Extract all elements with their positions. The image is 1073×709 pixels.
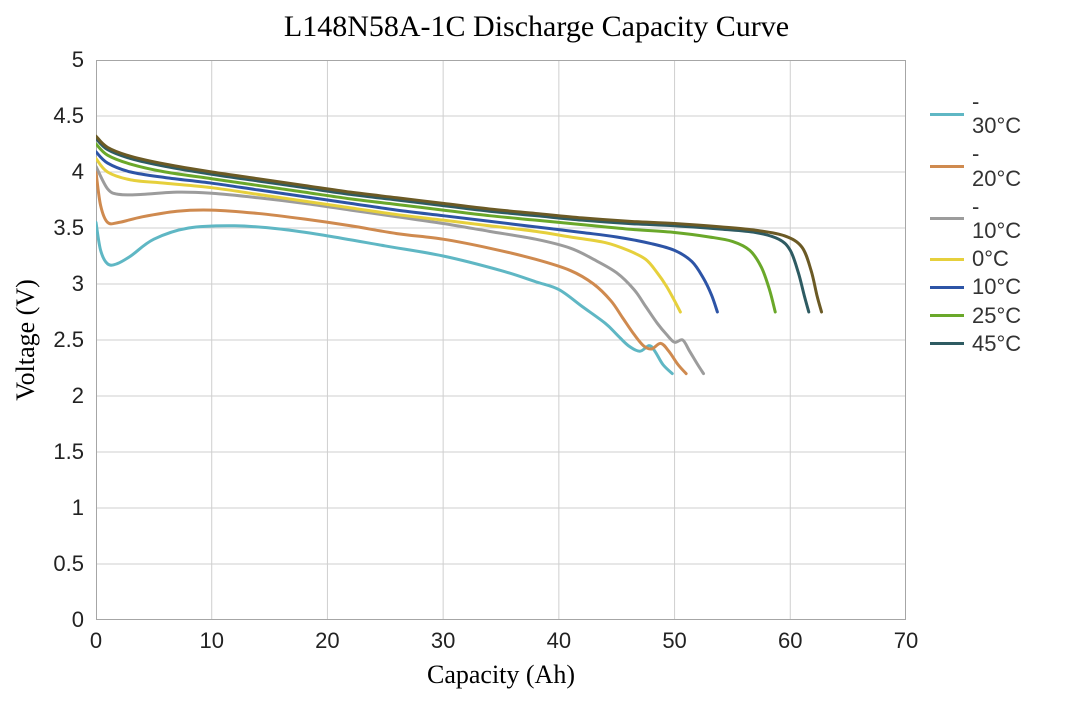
legend-swatch (930, 258, 964, 261)
legend-swatch (930, 286, 964, 289)
y-tick-label: 2 (72, 383, 84, 409)
plot-svg (96, 60, 906, 620)
x-tick-label: 60 (778, 628, 802, 654)
legend-swatch (930, 314, 964, 317)
legend-entry: 0°C (930, 247, 1021, 271)
y-tick-label: 3 (72, 271, 84, 297)
y-tick-label: 4 (72, 159, 84, 185)
x-tick-label: 20 (315, 628, 339, 654)
legend-swatch (930, 342, 964, 345)
legend-swatch (930, 217, 964, 220)
legend-label: - 10°C (972, 195, 1021, 243)
x-tick-label: 10 (199, 628, 223, 654)
y-axis-label: Voltage (V) (11, 279, 41, 401)
x-tick-label: 50 (662, 628, 686, 654)
plot-area (96, 60, 906, 620)
y-tick-label: 1.5 (53, 439, 84, 465)
x-tick-label: 0 (90, 628, 102, 654)
legend-label: - 30°C (972, 90, 1021, 138)
chart-title: L148N58A-1C Discharge Capacity Curve (0, 10, 1073, 44)
y-tick-label: 3.5 (53, 215, 84, 241)
legend: - 30°C- 20°C - 10°C 0°C 10°C 25°C 45°C (930, 90, 1021, 360)
legend-swatch (930, 165, 964, 168)
legend-entry: - 10°C (930, 195, 1021, 243)
y-tick-label: 0 (72, 607, 84, 633)
x-axis-label: Capacity (Ah) (427, 660, 575, 690)
x-tick-label: 70 (894, 628, 918, 654)
y-tick-label: 5 (72, 47, 84, 73)
y-tick-label: 4.5 (53, 103, 84, 129)
legend-label: - 20°C (972, 142, 1021, 190)
legend-entry: 10°C (930, 275, 1021, 299)
legend-label: 10°C (972, 275, 1021, 299)
y-tick-label: 2.5 (53, 327, 84, 353)
legend-label: 0°C (972, 247, 1009, 271)
legend-entry: - 30°C (930, 90, 1021, 138)
legend-label: 45°C (972, 332, 1021, 356)
legend-entry: 25°C (930, 304, 1021, 328)
y-tick-label: 0.5 (53, 551, 84, 577)
x-tick-label: 30 (431, 628, 455, 654)
legend-swatch (930, 113, 964, 116)
y-tick-label: 1 (72, 495, 84, 521)
x-tick-label: 40 (547, 628, 571, 654)
legend-entry: - 20°C (930, 142, 1021, 190)
legend-label: 25°C (972, 304, 1021, 328)
legend-entry: 45°C (930, 332, 1021, 356)
